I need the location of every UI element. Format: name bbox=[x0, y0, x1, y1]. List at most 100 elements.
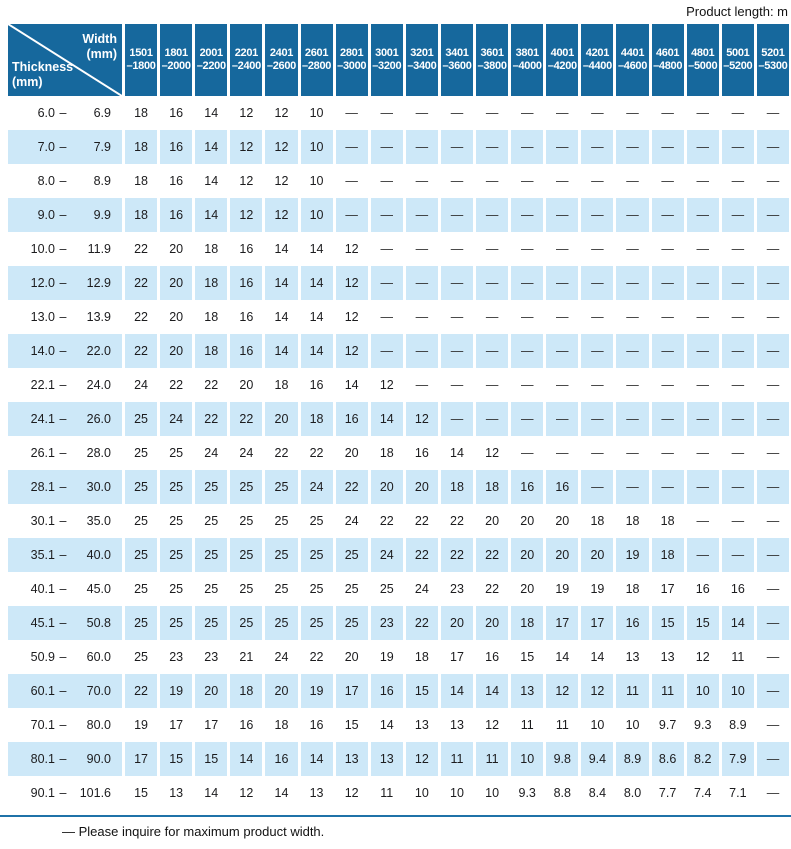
length-cell-empty: — bbox=[581, 266, 614, 300]
length-cell: 10 bbox=[309, 106, 324, 120]
length-cell-empty: — bbox=[440, 334, 474, 368]
length-cell: 22 bbox=[134, 242, 148, 256]
length-cell-empty: — bbox=[731, 378, 745, 392]
length-cell-empty: — bbox=[450, 106, 464, 120]
thickness-row-label: 13.0–13.9 bbox=[30, 310, 111, 324]
length-cell: 11 bbox=[616, 674, 649, 708]
length-cell: 11 bbox=[731, 650, 745, 664]
length-cell-empty: — bbox=[626, 242, 639, 256]
length-cell: 25 bbox=[160, 606, 193, 640]
length-cell: 24 bbox=[370, 538, 403, 572]
length-cell: 19 bbox=[300, 674, 333, 708]
length-cell-empty: — bbox=[405, 198, 438, 232]
length-cell: 20 bbox=[581, 538, 614, 572]
length-cell-empty: — bbox=[721, 470, 754, 504]
product-length-table: Width (mm) Thickness (mm) 1501 –1800 1801–… bbox=[8, 24, 789, 810]
length-cell-empty: — bbox=[686, 470, 719, 504]
length-cell: 16 bbox=[414, 446, 429, 460]
length-cell: 10 bbox=[450, 786, 464, 800]
length-cell: 22 bbox=[485, 582, 500, 596]
length-cell: 25 bbox=[195, 538, 228, 572]
width-column-header: 4001 –4200 bbox=[546, 24, 579, 96]
length-cell-empty: — bbox=[556, 106, 569, 120]
length-cell: 12 bbox=[695, 650, 710, 664]
length-cell-empty: — bbox=[405, 334, 438, 368]
width-column-header: 3201 –3400 bbox=[405, 24, 438, 96]
length-cell: 18 bbox=[625, 514, 640, 528]
length-cell: 20 bbox=[370, 470, 403, 504]
length-cell: 13 bbox=[309, 786, 324, 800]
length-cell-empty: — bbox=[731, 242, 745, 256]
length-cell-empty: — bbox=[591, 378, 604, 392]
length-cell: 16 bbox=[169, 174, 184, 188]
length-cell: 18 bbox=[660, 514, 675, 528]
length-cell-empty: — bbox=[370, 334, 403, 368]
product-length-unit-note: Product length: m bbox=[686, 4, 788, 19]
thickness-row-label: 9.0–9.9 bbox=[8, 198, 122, 232]
length-cell-empty: — bbox=[756, 538, 789, 572]
width-column-header: 3601 –3800 bbox=[476, 24, 509, 96]
length-cell-empty: — bbox=[380, 242, 394, 256]
length-cell: 12 bbox=[405, 402, 438, 436]
length-cell: 20 bbox=[485, 514, 500, 528]
thickness-row-label: 80.1–90.0 bbox=[8, 742, 122, 776]
width-column-header: 3801 –4000 bbox=[511, 24, 544, 96]
length-cell: 22 bbox=[134, 310, 148, 324]
thickness-row-label: 40.1–45.0 bbox=[30, 582, 111, 596]
length-cell-empty: — bbox=[661, 106, 674, 120]
length-cell-empty: — bbox=[616, 470, 649, 504]
length-cell: 25 bbox=[300, 538, 333, 572]
length-cell-empty: — bbox=[520, 310, 534, 324]
length-cell-empty: — bbox=[766, 242, 780, 256]
length-cell-empty: — bbox=[756, 130, 789, 164]
width-column-header: 3401 –3600 bbox=[440, 24, 474, 96]
length-cell-empty: — bbox=[626, 446, 639, 460]
length-cell-empty: — bbox=[380, 106, 394, 120]
length-cell: 15 bbox=[686, 606, 719, 640]
length-cell-empty: — bbox=[450, 242, 464, 256]
length-cell: 16 bbox=[309, 378, 324, 392]
length-cell: 18 bbox=[274, 378, 289, 392]
length-cell: 18 bbox=[195, 334, 228, 368]
length-cell: 23 bbox=[450, 582, 464, 596]
length-cell: 25 bbox=[274, 514, 289, 528]
length-cell: 22 bbox=[414, 514, 429, 528]
length-cell-empty: — bbox=[476, 130, 509, 164]
length-cell: 25 bbox=[169, 582, 184, 596]
length-cell-empty: — bbox=[591, 174, 604, 188]
length-cell: 11 bbox=[476, 742, 509, 776]
length-cell-empty: — bbox=[696, 378, 709, 392]
length-cell: 8.6 bbox=[651, 742, 684, 776]
length-cell: 18 bbox=[134, 174, 148, 188]
length-cell-empty: — bbox=[335, 198, 368, 232]
length-cell: 25 bbox=[344, 582, 359, 596]
length-cell: 14 bbox=[204, 786, 219, 800]
length-cell: 25 bbox=[239, 582, 254, 596]
length-cell-empty: — bbox=[450, 174, 464, 188]
length-cell: 14 bbox=[300, 742, 333, 776]
length-cell-empty: — bbox=[415, 310, 429, 324]
length-cell: 11 bbox=[380, 786, 394, 800]
length-cell: 15 bbox=[160, 742, 193, 776]
length-cell: 20 bbox=[344, 650, 359, 664]
length-cell: 12 bbox=[581, 674, 614, 708]
thickness-row-label: 90.1–101.6 bbox=[30, 786, 111, 800]
length-cell: 25 bbox=[195, 470, 228, 504]
thickness-row-label: 24.1–26.0 bbox=[8, 402, 122, 436]
length-cell: 12 bbox=[335, 266, 368, 300]
length-cell-empty: — bbox=[651, 402, 684, 436]
thickness-row-label: 70.1–80.0 bbox=[30, 718, 111, 732]
width-column-header: 1501 –1800 bbox=[125, 24, 158, 96]
length-cell-empty: — bbox=[721, 130, 754, 164]
length-cell: 16 bbox=[230, 334, 263, 368]
length-cell: 12 bbox=[239, 786, 254, 800]
length-cell-empty: — bbox=[686, 538, 719, 572]
length-cell: 12 bbox=[239, 174, 254, 188]
length-cell: 15 bbox=[134, 786, 148, 800]
length-cell: 11 bbox=[651, 674, 684, 708]
thickness-row-label: 22.1–24.0 bbox=[30, 378, 111, 392]
length-cell-empty: — bbox=[511, 198, 544, 232]
thickness-axis-title: Thickness (mm) bbox=[12, 60, 74, 89]
length-cell-empty: — bbox=[661, 446, 674, 460]
length-cell-empty: — bbox=[415, 378, 429, 392]
